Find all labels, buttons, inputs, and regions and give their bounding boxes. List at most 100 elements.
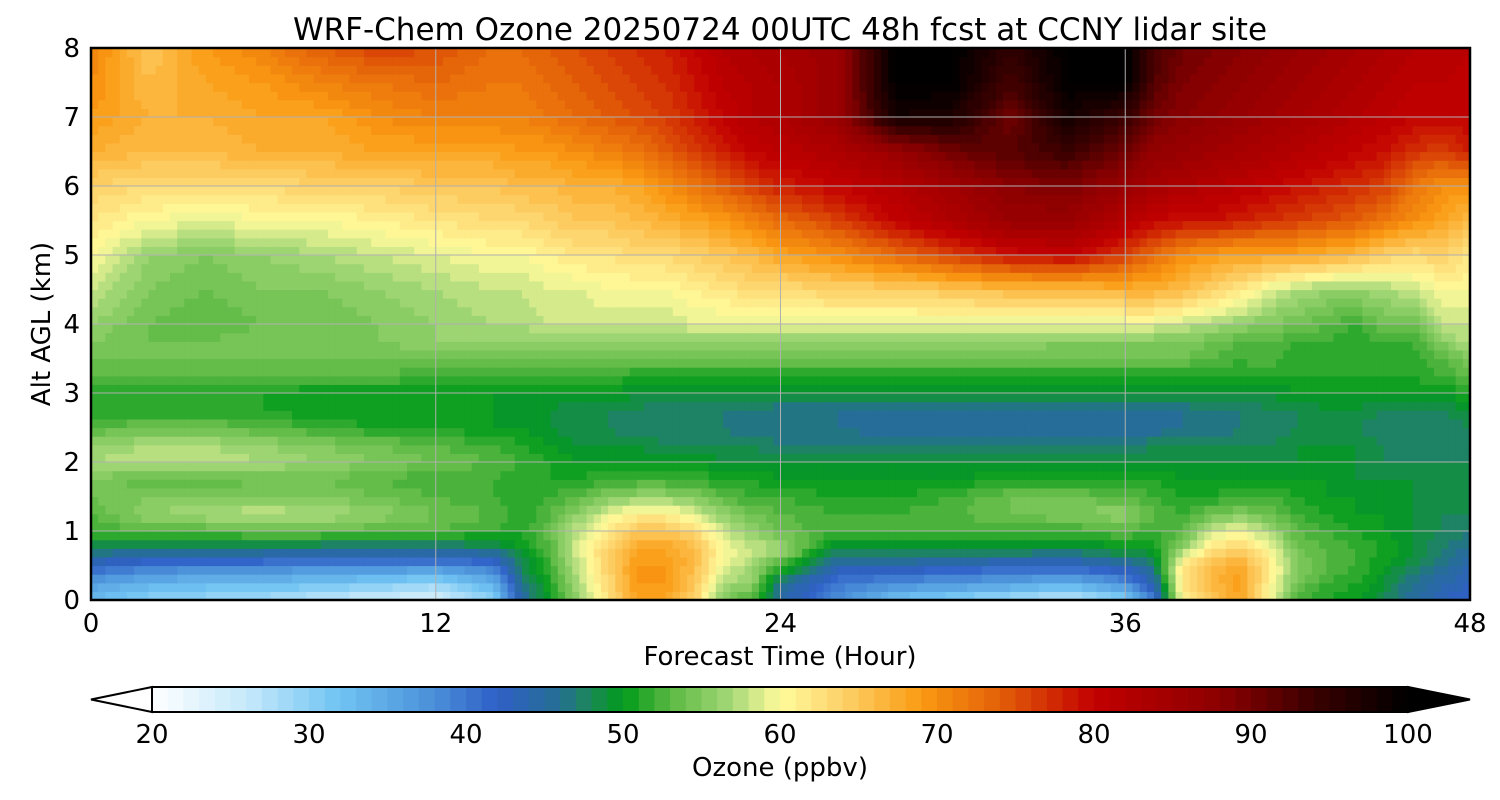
heatmap-cell xyxy=(586,539,595,549)
heatmap-cell xyxy=(500,436,509,446)
heatmap-cell xyxy=(1426,401,1435,411)
heatmap-cell xyxy=(1204,531,1213,541)
heatmap-cell xyxy=(730,582,738,592)
heatmap-cell xyxy=(687,418,695,429)
heatmap-cell xyxy=(708,487,717,498)
heatmap-cell xyxy=(881,505,889,515)
heatmap-cell xyxy=(1168,565,1177,575)
heatmap-cell xyxy=(536,375,545,385)
heatmap-cell xyxy=(1010,565,1019,575)
heatmap-cell xyxy=(1125,436,1134,446)
heatmap-cell xyxy=(177,531,185,541)
heatmap-cell xyxy=(1261,565,1270,575)
heatmap-cell xyxy=(1362,565,1371,575)
heatmap-cell xyxy=(931,479,940,489)
heatmap-cell xyxy=(1304,410,1313,420)
heatmap-cell xyxy=(909,462,918,472)
heatmap-cell xyxy=(1283,582,1292,592)
heatmap-cell xyxy=(766,393,774,403)
heatmap-cell xyxy=(816,582,825,592)
heatmap-cell xyxy=(270,479,279,489)
heatmap-cell xyxy=(1103,591,1112,601)
heatmap-cell xyxy=(392,393,401,403)
heatmap-cell xyxy=(1024,548,1033,558)
heatmap-cell xyxy=(715,582,724,592)
heatmap-cell xyxy=(1211,539,1220,549)
heatmap-cell xyxy=(177,418,185,429)
heatmap-cell xyxy=(766,591,774,601)
heatmap-cell xyxy=(1175,574,1184,584)
heatmap-cell xyxy=(1333,427,1342,437)
heatmap-cell xyxy=(945,539,954,549)
heatmap-cell xyxy=(371,418,379,429)
heatmap-cell xyxy=(155,470,164,480)
heatmap-cell xyxy=(608,444,616,454)
heatmap-cell xyxy=(952,453,961,463)
heatmap-cell xyxy=(1390,522,1399,532)
heatmap-cell xyxy=(679,582,688,592)
heatmap-cell xyxy=(328,418,336,429)
heatmap-cell xyxy=(177,487,185,498)
heatmap-cell xyxy=(988,427,997,437)
heatmap-cell xyxy=(644,574,652,584)
heatmap-cell xyxy=(1362,444,1371,454)
heatmap-cell xyxy=(277,505,286,515)
heatmap-cell xyxy=(687,401,695,411)
heatmap-cell xyxy=(1139,393,1148,403)
heatmap-cell xyxy=(895,556,904,567)
heatmap-cell xyxy=(600,401,609,411)
heatmap-cell xyxy=(572,496,580,506)
heatmap-cell xyxy=(1089,393,1098,403)
heatmap-cell xyxy=(371,410,379,420)
heatmap-cell xyxy=(1369,410,1378,420)
heatmap-cell xyxy=(529,582,537,592)
heatmap-cell xyxy=(543,462,552,472)
heatmap-cell xyxy=(421,565,430,575)
heatmap-cell xyxy=(1053,505,1062,515)
heatmap-cell xyxy=(715,496,724,506)
heatmap-cell xyxy=(1240,427,1248,437)
heatmap-cell xyxy=(155,410,164,420)
heatmap-cell xyxy=(773,574,782,584)
heatmap-cell xyxy=(701,470,710,480)
heatmap-cell xyxy=(1340,375,1349,385)
heatmap-cell xyxy=(1010,496,1019,506)
heatmap-cell xyxy=(916,487,925,498)
heatmap-cell xyxy=(1139,582,1148,592)
heatmap-cell xyxy=(378,427,387,437)
heatmap-cell xyxy=(249,444,257,454)
heatmap-cell xyxy=(105,556,114,567)
heatmap-cell xyxy=(995,410,1004,420)
heatmap-cell xyxy=(938,496,947,506)
heatmap-cell xyxy=(1455,531,1464,541)
heatmap-cell xyxy=(313,462,322,472)
heatmap-cell xyxy=(1355,556,1363,567)
heatmap-cell xyxy=(636,539,645,549)
heatmap-cell xyxy=(924,453,932,463)
heatmap-cell xyxy=(234,496,243,506)
heatmap-cell xyxy=(220,531,229,541)
heatmap-cell xyxy=(1096,539,1105,549)
heatmap-cell xyxy=(399,556,408,567)
heatmap-cell xyxy=(1182,574,1191,584)
heatmap-cell xyxy=(809,401,818,411)
heatmap-cell xyxy=(407,384,415,394)
heatmap-cell xyxy=(895,444,904,454)
heatmap-cell xyxy=(134,582,142,592)
heatmap-cell xyxy=(1146,531,1155,541)
heatmap-cell xyxy=(1448,487,1457,498)
heatmap-cell xyxy=(1110,453,1119,463)
heatmap-cell xyxy=(170,574,178,584)
heatmap-cell xyxy=(916,436,925,446)
heatmap-cell xyxy=(227,393,236,403)
heatmap-cell xyxy=(1398,462,1406,472)
heatmap-cell xyxy=(1161,479,1169,489)
heatmap-cell xyxy=(924,436,932,446)
heatmap-cell xyxy=(622,522,631,532)
heatmap-cell xyxy=(1132,582,1141,592)
heatmap-cell xyxy=(1455,513,1464,523)
heatmap-cell xyxy=(988,548,997,558)
heatmap-cell xyxy=(1376,582,1385,592)
heatmap-cell xyxy=(1153,487,1162,498)
heatmap-cell xyxy=(572,444,580,454)
